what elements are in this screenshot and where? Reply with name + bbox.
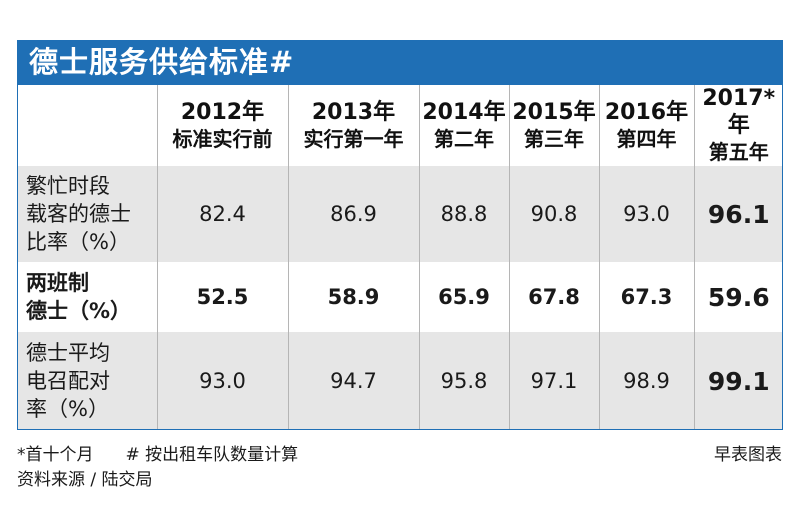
column-header: 2015年 第三年 [508, 85, 599, 166]
table-cell: 67.3 [598, 262, 694, 332]
table-title: 德士服务供给标准# [17, 40, 783, 85]
table-cell: 97.1 [508, 332, 599, 430]
graphic-credit: 早表图表 [714, 445, 782, 465]
table-cell: 93.0 [598, 166, 694, 262]
table-cell: 52.5 [156, 262, 288, 332]
table-row: 繁忙时段 载客的德士 比率（%） 82.4 86.9 88.8 90.8 93.0 … [17, 166, 783, 262]
table-cell: 88.8 [418, 166, 509, 262]
table-frame [17, 40, 783, 430]
footnote-star: *首十个月 [17, 445, 94, 465]
column-header: 2012年 标准实行前 [156, 85, 288, 166]
table-cell: 94.7 [287, 332, 419, 430]
table-cell: 95.8 [418, 332, 509, 430]
table-row: 德士平均 电召配对 率（%） 93.0 94.7 95.8 97.1 98.9 99… [17, 332, 783, 430]
table-cell: 86.9 [287, 166, 419, 262]
header-row: 2012年 标准实行前 2013年 实行第一年 2014年 第二年 2015年 第三年 … [17, 85, 783, 166]
table-cell: 82.4 [156, 166, 288, 262]
table-cell: 90.8 [508, 166, 599, 262]
column-header: 2017*年 第五年 [693, 85, 783, 166]
table-cell: 67.8 [508, 262, 599, 332]
footnotes: *首十个月 # 按出租车队数量计算 [17, 440, 298, 465]
column-header: 2014年 第二年 [418, 85, 509, 166]
table-cell: 98.9 [598, 332, 694, 430]
row-label: 德士平均 电召配对 率（%） [26, 341, 110, 421]
footnote-hash: # 按出租车队数量计算 [125, 445, 299, 465]
table-cell: 65.9 [418, 262, 509, 332]
column-header: 2016年 第四年 [598, 85, 694, 166]
table-cell: 58.9 [287, 262, 419, 332]
data-source: 资料来源 / 陆交局 [17, 470, 153, 490]
data-table: 2012年 标准实行前 2013年 实行第一年 2014年 第二年 2015年 第三年 … [17, 85, 783, 430]
row-label: 两班制 德士（%） [26, 271, 132, 323]
table-cell-highlight: 99.1 [693, 332, 783, 430]
table-cell: 93.0 [156, 332, 288, 430]
table-cell-highlight: 59.6 [693, 262, 783, 332]
table-cell-highlight: 96.1 [693, 166, 783, 262]
row-label: 繁忙时段 载客的德士 比率（%） [26, 174, 131, 254]
table-row: 两班制 德士（%） 52.5 58.9 65.9 67.8 67.3 59.6 [17, 262, 783, 332]
column-header: 2013年 实行第一年 [287, 85, 419, 166]
